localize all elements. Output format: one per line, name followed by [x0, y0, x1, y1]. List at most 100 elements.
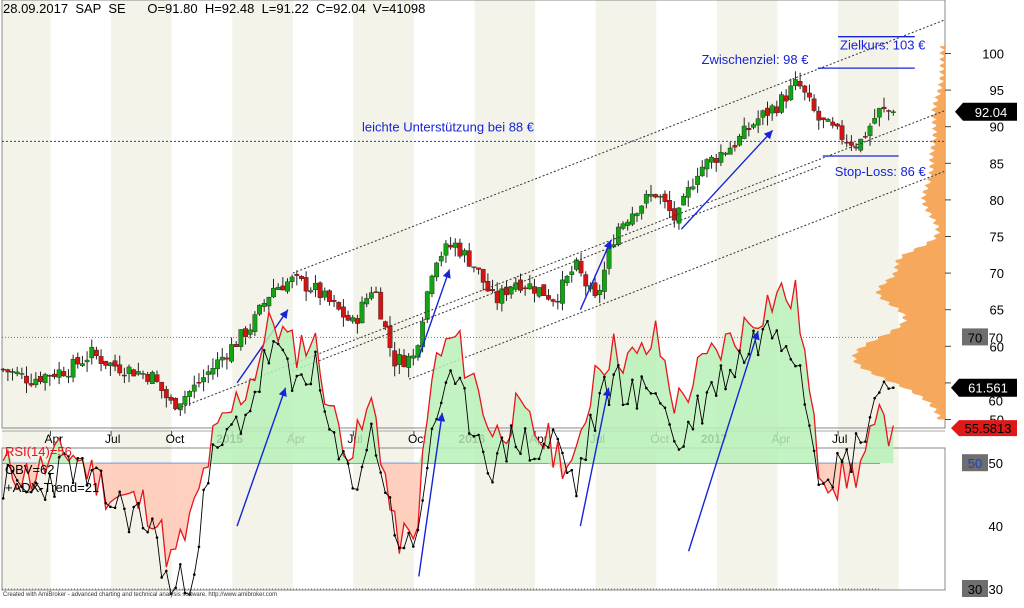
- obv-point: [155, 536, 159, 539]
- candle-down: [317, 282, 323, 298]
- obv-point: [523, 427, 527, 430]
- candle-up: [643, 194, 649, 204]
- date-tick-label: Oct: [166, 432, 185, 446]
- obv-point: [281, 348, 285, 352]
- chart-header: 28.09.2017 SAP SE O=91.80 H=92.48 L=91.2…: [3, 1, 425, 16]
- obv-point: [845, 448, 849, 451]
- candle-down: [783, 95, 789, 102]
- obv-point: [770, 336, 774, 340]
- obv-point: [29, 490, 33, 494]
- obv-point: [859, 441, 862, 444]
- obv-point: [267, 361, 271, 365]
- obv-point: [374, 454, 378, 457]
- obv-point: [854, 432, 858, 435]
- candle-down: [382, 321, 388, 328]
- candle-up: [690, 186, 696, 190]
- candle-up: [107, 362, 113, 367]
- obv-point: [85, 484, 89, 487]
- obv-point: [146, 530, 149, 534]
- obv-point: [556, 437, 560, 441]
- obv-point: [826, 478, 830, 482]
- candle-down: [154, 374, 160, 382]
- candle-down: [401, 355, 407, 368]
- obv-point: [160, 576, 163, 579]
- price-badge-text: 92.04: [975, 105, 1008, 120]
- candle-up: [471, 266, 477, 268]
- candle-down: [774, 106, 780, 114]
- obv-point: [547, 446, 550, 449]
- obv-point: [733, 375, 737, 379]
- obv-point: [700, 422, 704, 425]
- obv-point: [444, 381, 448, 384]
- candle-up: [741, 125, 747, 139]
- obv-point: [724, 387, 727, 391]
- obv-point: [384, 491, 387, 495]
- trend-arrow-4: [680, 129, 774, 230]
- candle-up: [89, 347, 95, 359]
- rsi-fill-low: [3, 463, 894, 568]
- obv-point: [537, 457, 541, 461]
- obv-point: [789, 357, 793, 361]
- candle-down: [578, 260, 584, 274]
- indicator-tick-label: 40: [989, 519, 1003, 534]
- candle-down: [532, 286, 537, 294]
- obv-point: [253, 390, 257, 394]
- candle-up: [201, 377, 207, 383]
- candle-up: [890, 111, 896, 113]
- candle-up: [424, 291, 430, 320]
- obv-point: [113, 506, 117, 510]
- support-label: leichte Unterstützung bei 88 €: [362, 119, 535, 134]
- candle-up: [308, 290, 314, 293]
- zielkurs-label: Zielkurs: 103 €: [840, 38, 926, 53]
- obv-point: [761, 327, 765, 331]
- obv-point: [81, 456, 84, 460]
- candle-down: [830, 121, 836, 126]
- obv-point: [742, 361, 746, 364]
- obv-point: [48, 472, 52, 476]
- obv-point: [132, 505, 135, 509]
- obv-point: [766, 319, 769, 323]
- obv-point: [342, 450, 345, 453]
- candle-up: [10, 371, 15, 373]
- date-tick-label: Jul: [105, 432, 120, 446]
- obv-point: [575, 494, 578, 498]
- candle-up: [443, 243, 449, 256]
- candle-down: [61, 371, 67, 377]
- header-symbol: SAP SE: [75, 1, 126, 16]
- obv-point: [90, 468, 94, 472]
- obv-point: [393, 534, 396, 537]
- candle-down: [294, 274, 300, 276]
- obv-point: [817, 483, 821, 487]
- obv-point: [603, 375, 606, 379]
- candle-down: [280, 285, 286, 291]
- candle-up: [238, 329, 244, 347]
- candle-up: [275, 287, 281, 290]
- candle-up: [718, 152, 724, 163]
- obv-point: [34, 481, 38, 484]
- obv-point: [439, 401, 443, 405]
- obv-badge-text: 61.561: [968, 381, 1008, 396]
- obv-point: [677, 448, 681, 451]
- rsi-badge-bg: [951, 420, 1017, 437]
- obv-point: [873, 396, 876, 400]
- candle-up: [727, 147, 733, 155]
- obv-point: [621, 403, 625, 407]
- obv-point: [467, 432, 471, 435]
- price-badge-bg: [955, 102, 1017, 121]
- candle-down: [713, 158, 719, 163]
- obv-point: [794, 364, 797, 368]
- obv-point: [71, 481, 75, 485]
- background-band: [232, 0, 293, 590]
- candle-down: [303, 277, 309, 292]
- candle-down: [862, 136, 868, 138]
- candle-down: [797, 81, 803, 87]
- obv-point: [295, 374, 299, 378]
- candle-up: [247, 329, 253, 335]
- obv-point: [356, 488, 359, 491]
- candle-down: [233, 344, 239, 347]
- candle-down: [392, 350, 398, 367]
- candle-down: [341, 306, 346, 318]
- obv-point: [276, 342, 280, 346]
- candle-up: [438, 256, 444, 262]
